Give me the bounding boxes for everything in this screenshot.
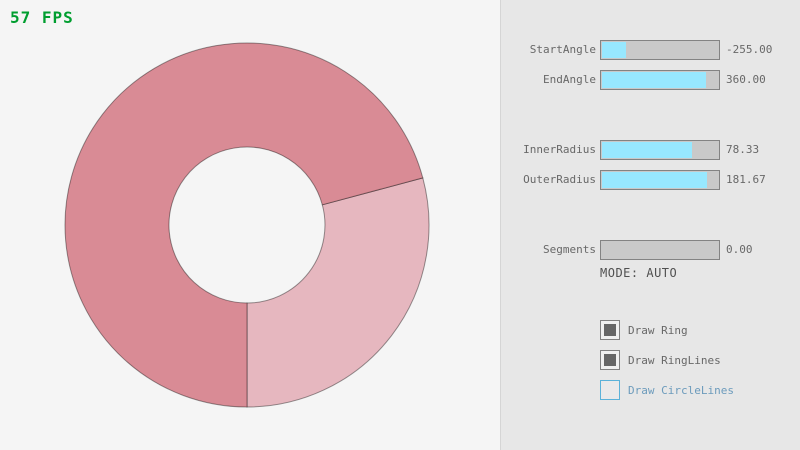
segments-value: 0.00 — [726, 243, 753, 256]
controls-panel: StartAngle -255.00 EndAngle 360.00 Inner… — [500, 0, 800, 450]
draw-ring-label: Draw Ring — [628, 323, 688, 337]
segments-label: Segments — [543, 243, 596, 256]
slider-fill — [602, 72, 707, 88]
endangle-slider[interactable] — [600, 70, 720, 90]
draw-ring-checkbox[interactable] — [600, 320, 620, 340]
endangle-label: EndAngle — [543, 73, 596, 86]
checkbox-row-draw-circlelines: Draw CircleLines — [600, 380, 734, 400]
outerradius-label: OuterRadius — [523, 173, 596, 186]
draw-ringlines-label: Draw RingLines — [628, 353, 721, 367]
innerradius-value: 78.33 — [726, 143, 760, 156]
double-pass-arc — [64, 42, 424, 408]
startangle-label: StartAngle — [529, 43, 596, 56]
segments-slider[interactable] — [600, 240, 720, 260]
outerradius-slider[interactable] — [600, 170, 720, 190]
checkmark-icon — [604, 324, 616, 336]
slider-row-endangle: EndAngle 360.00 — [501, 70, 800, 90]
ring-chart — [64, 42, 430, 408]
draw-ringlines-checkbox[interactable] — [600, 350, 620, 370]
single-pass-arc — [246, 177, 430, 408]
checkbox-row-draw-ring: Draw Ring — [600, 320, 688, 340]
startangle-slider[interactable] — [600, 40, 720, 60]
slider-fill — [602, 142, 693, 158]
slider-fill — [602, 42, 626, 58]
segments-mode-text: MODE: AUTO — [600, 266, 678, 280]
draw-circlelines-checkbox[interactable] — [600, 380, 620, 400]
slider-fill — [602, 172, 708, 188]
drawing-canvas: 57 FPS — [10, 8, 430, 408]
checkmark-icon — [604, 354, 616, 366]
outerradius-value: 181.67 — [726, 173, 766, 186]
startangle-value: -255.00 — [726, 43, 773, 56]
slider-row-startangle: StartAngle -255.00 — [501, 40, 800, 60]
checkbox-row-draw-ringlines: Draw RingLines — [600, 350, 721, 370]
slider-row-segments: Segments 0.00 — [501, 240, 800, 260]
endangle-value: 360.00 — [726, 73, 766, 86]
draw-circlelines-label: Draw CircleLines — [628, 383, 734, 397]
slider-row-outerradius: OuterRadius 181.67 — [501, 170, 800, 190]
innerradius-label: InnerRadius — [523, 143, 596, 156]
innerradius-slider[interactable] — [600, 140, 720, 160]
fps-counter: 57 FPS — [10, 8, 74, 27]
slider-row-innerradius: InnerRadius 78.33 — [501, 140, 800, 160]
